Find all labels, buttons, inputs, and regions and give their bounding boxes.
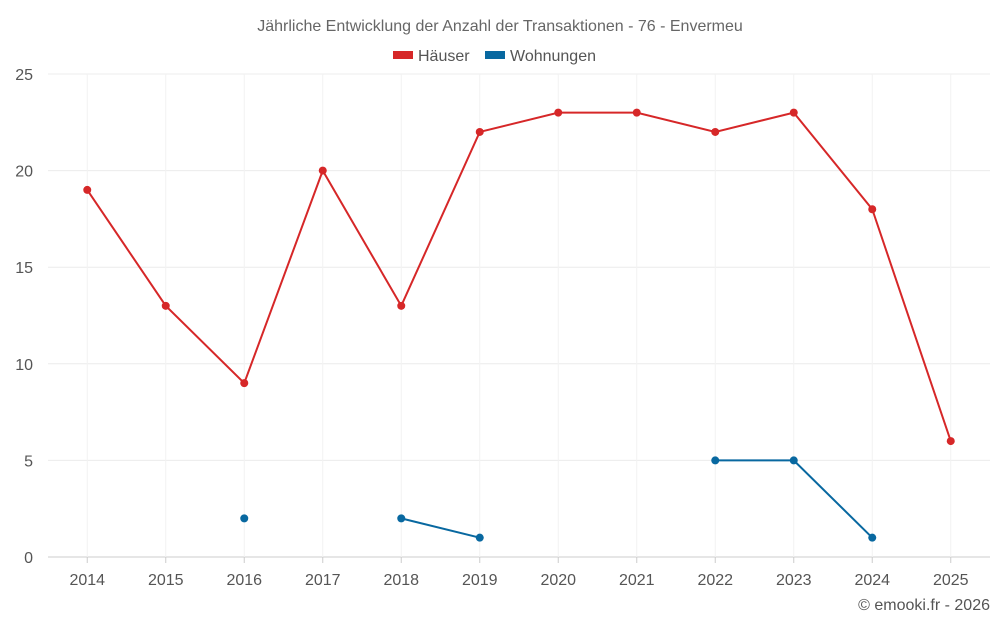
data-point bbox=[397, 514, 406, 523]
chart-title: Jährliche Entwicklung der Anzahl der Tra… bbox=[257, 18, 743, 35]
data-point bbox=[789, 456, 798, 465]
x-tick-label: 2020 bbox=[540, 572, 576, 589]
x-tick-label: 2016 bbox=[226, 572, 262, 589]
x-tick-label: 2017 bbox=[305, 572, 341, 589]
x-tick-label: 2018 bbox=[383, 572, 419, 589]
x-tick-label: 2022 bbox=[697, 572, 733, 589]
data-point bbox=[946, 437, 955, 446]
credit: © emooki.fr - 2026 bbox=[858, 597, 990, 614]
data-point bbox=[868, 205, 877, 214]
y-tick-label: 15 bbox=[15, 260, 33, 277]
legend: Häuser Wohnungen bbox=[393, 48, 596, 65]
data-point bbox=[475, 127, 484, 136]
x-tick-label: 2014 bbox=[69, 572, 105, 589]
x-tick-label: 2019 bbox=[462, 572, 498, 589]
data-point bbox=[318, 166, 327, 175]
series-layer bbox=[83, 108, 955, 542]
y-tick-label: 10 bbox=[15, 357, 33, 374]
series-line-häuser bbox=[86, 111, 952, 442]
data-point bbox=[83, 185, 92, 194]
data-point bbox=[240, 379, 249, 388]
legend-label: Wohnungen bbox=[510, 48, 596, 65]
data-point bbox=[789, 108, 798, 117]
data-point bbox=[632, 108, 641, 117]
y-tick-label: 20 bbox=[15, 164, 33, 181]
x-tick-label: 2025 bbox=[933, 572, 969, 589]
data-point bbox=[711, 127, 720, 136]
data-point bbox=[554, 108, 563, 117]
data-point bbox=[475, 533, 484, 542]
legend-swatch bbox=[393, 51, 413, 59]
y-tick-label: 25 bbox=[15, 67, 33, 84]
series-line-wohnungen bbox=[401, 517, 480, 539]
data-point bbox=[868, 533, 877, 542]
data-point bbox=[240, 514, 249, 523]
x-tick-label: 2015 bbox=[148, 572, 184, 589]
y-tick-label: 0 bbox=[24, 550, 33, 567]
y-tick-label: 5 bbox=[24, 453, 33, 470]
legend-label: Häuser bbox=[418, 48, 470, 65]
data-point bbox=[711, 456, 720, 465]
legend-swatch bbox=[485, 51, 505, 59]
data-point bbox=[397, 301, 406, 310]
x-tick-label: 2023 bbox=[776, 572, 812, 589]
data-point bbox=[161, 301, 170, 310]
x-tick-label: 2024 bbox=[854, 572, 890, 589]
x-tick-label: 2021 bbox=[619, 572, 655, 589]
